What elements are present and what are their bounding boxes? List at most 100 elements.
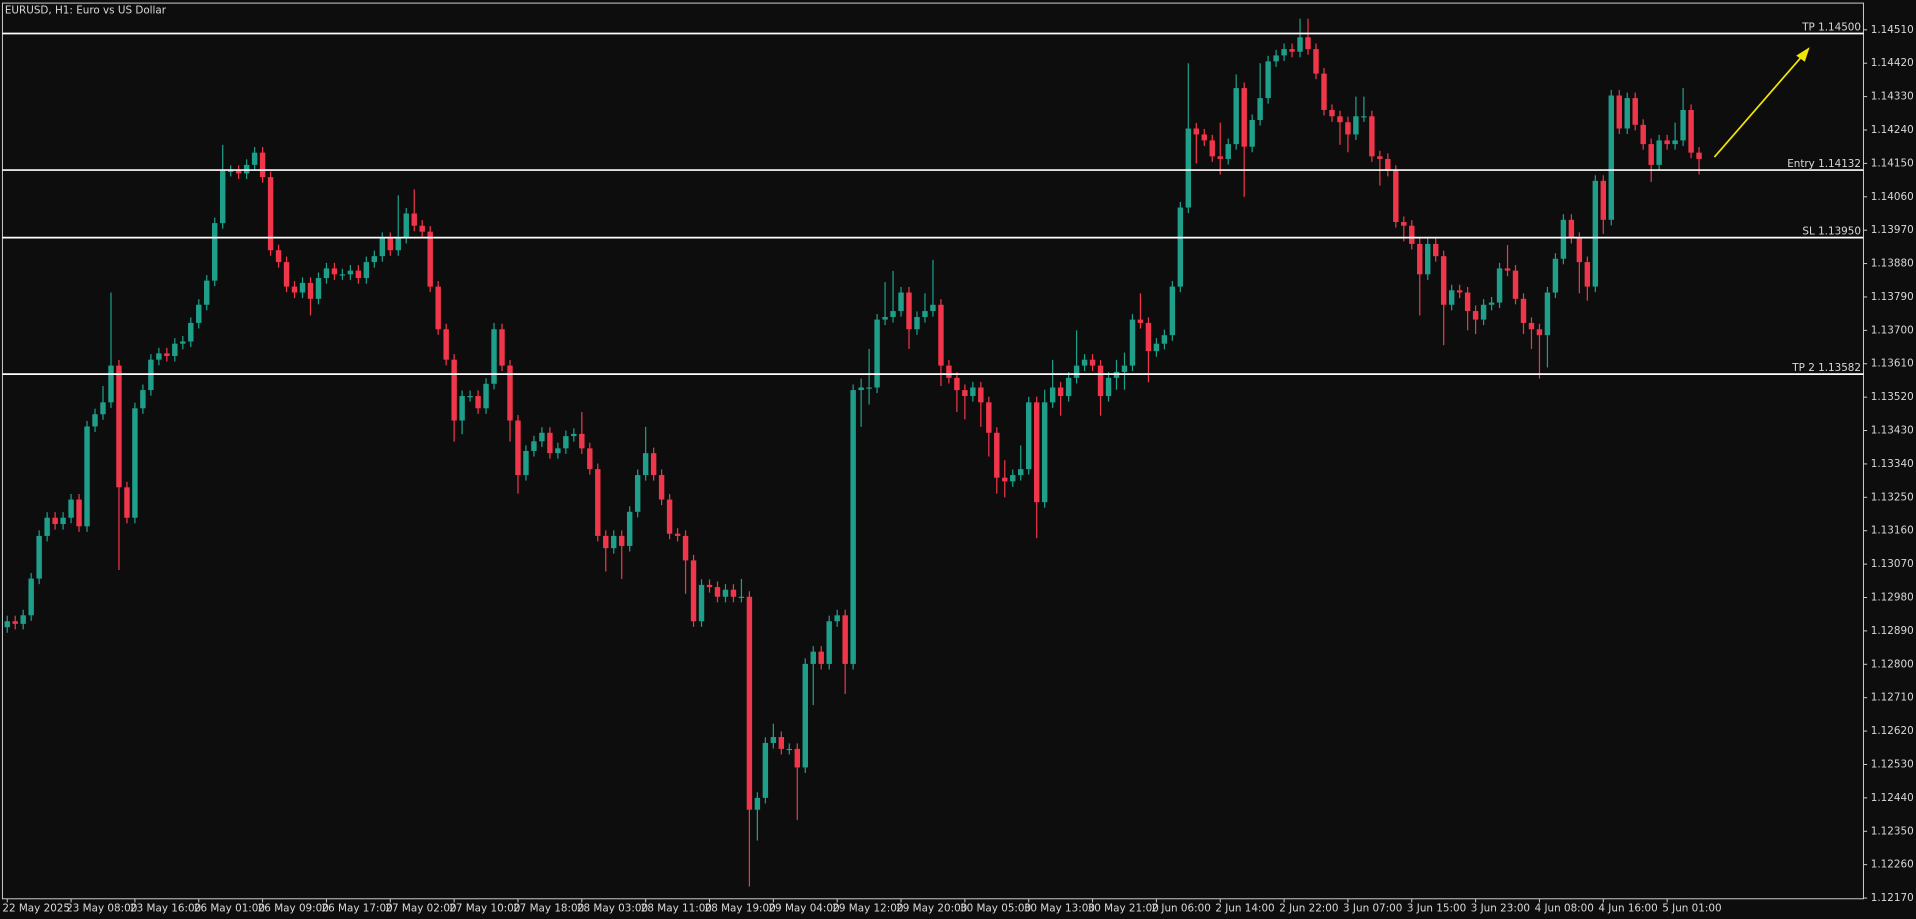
y-tick-label: 1.13790 <box>1871 291 1914 303</box>
candle-body <box>1273 55 1279 62</box>
candle-body <box>411 213 417 226</box>
y-tick-label: 1.13880 <box>1871 258 1914 270</box>
candle-body <box>1121 365 1128 372</box>
candle-body <box>180 341 186 344</box>
level-label: TP 1.14500 <box>1801 21 1861 33</box>
candle-body <box>954 377 960 391</box>
candle-body <box>962 390 968 397</box>
candle-body <box>1217 156 1223 159</box>
candle-body <box>1592 180 1599 287</box>
candle-body <box>1177 207 1184 287</box>
candle-body <box>235 170 242 174</box>
candle-body <box>1680 109 1686 141</box>
candle-body <box>914 317 920 330</box>
candle-body <box>970 387 976 397</box>
candle-body <box>259 152 266 178</box>
candle-body <box>1369 116 1375 157</box>
candle-body <box>1026 402 1032 470</box>
candle-body <box>427 231 433 287</box>
x-tick-label: 28 May 11:00 <box>641 903 712 915</box>
candle-body <box>938 304 944 366</box>
y-tick-label: 1.12620 <box>1871 725 1914 737</box>
y-tick-label: 1.14150 <box>1871 157 1914 169</box>
candle-body <box>243 164 250 174</box>
candle-body <box>1624 98 1630 129</box>
candle-body <box>395 237 401 251</box>
candle-body <box>1033 402 1040 503</box>
candle-body <box>443 329 449 360</box>
candle-body <box>1145 322 1152 352</box>
candle-body <box>251 152 258 165</box>
candle-body <box>1393 170 1399 223</box>
candle-body <box>1081 359 1088 366</box>
candle-body <box>92 414 98 427</box>
candle-body <box>219 170 226 224</box>
candle-body <box>706 584 713 588</box>
candle-body <box>906 292 912 330</box>
candle-body <box>698 584 705 622</box>
candle-body <box>1568 219 1575 238</box>
candle-body <box>754 797 761 810</box>
candle-body <box>1049 387 1056 403</box>
candle-body <box>1345 122 1351 135</box>
y-tick-label: 1.14420 <box>1871 57 1914 69</box>
candle-body <box>1648 144 1654 165</box>
x-tick-label: 26 May 17:00 <box>322 903 393 915</box>
y-tick-label: 1.13970 <box>1871 224 1914 236</box>
candle-body <box>930 304 936 312</box>
candle-body <box>1185 128 1192 208</box>
candle-body <box>690 560 697 622</box>
candle-body <box>1105 377 1112 397</box>
candle-body <box>1664 140 1670 145</box>
candle-body <box>1472 311 1479 320</box>
candle-body <box>1401 222 1407 226</box>
candle-body <box>1385 158 1391 171</box>
arrow-head <box>1796 47 1810 62</box>
candle-body <box>1512 270 1519 299</box>
candle-body <box>579 433 585 449</box>
y-tick-label: 1.13070 <box>1871 558 1914 570</box>
y-tick-label: 1.12980 <box>1871 592 1914 604</box>
candle-body <box>1193 128 1200 135</box>
candle-body <box>1161 335 1168 344</box>
candle-body <box>587 448 593 470</box>
candle-body <box>563 436 569 449</box>
y-tick-label: 1.13250 <box>1871 491 1914 503</box>
candle-body <box>204 280 210 305</box>
candle-body <box>339 274 346 276</box>
candle-body <box>650 453 657 476</box>
candle-body <box>307 282 314 299</box>
candle-body <box>355 270 362 279</box>
candle-body <box>858 387 864 391</box>
candle-body <box>379 237 386 257</box>
candle-body <box>283 262 290 287</box>
candle-body <box>730 589 737 597</box>
candle-body <box>555 448 561 454</box>
candle-body <box>1313 49 1319 74</box>
candle-body <box>4 621 10 628</box>
candle-body <box>850 390 856 664</box>
candle-body <box>1353 116 1359 135</box>
candle-body <box>84 426 90 527</box>
candle-body <box>475 396 481 409</box>
candle-body <box>267 177 274 251</box>
candle-body <box>515 420 521 476</box>
x-tick-label: 28 May 03:00 <box>577 903 648 915</box>
candle-body <box>124 487 130 518</box>
candle-body <box>1089 359 1096 366</box>
candle-body <box>1696 152 1702 159</box>
candle-body <box>619 535 625 546</box>
y-tick-label: 1.12170 <box>1871 892 1914 904</box>
candle-body <box>1002 477 1008 482</box>
candle-body <box>140 390 146 409</box>
y-tick-label: 1.12440 <box>1871 792 1914 804</box>
candle-body <box>1010 475 1016 482</box>
x-tick-label: 28 May 19:00 <box>705 903 776 915</box>
candle-body <box>802 663 808 768</box>
x-tick-label: 27 May 18:00 <box>513 903 584 915</box>
candle-body <box>666 499 673 534</box>
candle-body <box>1409 225 1415 244</box>
